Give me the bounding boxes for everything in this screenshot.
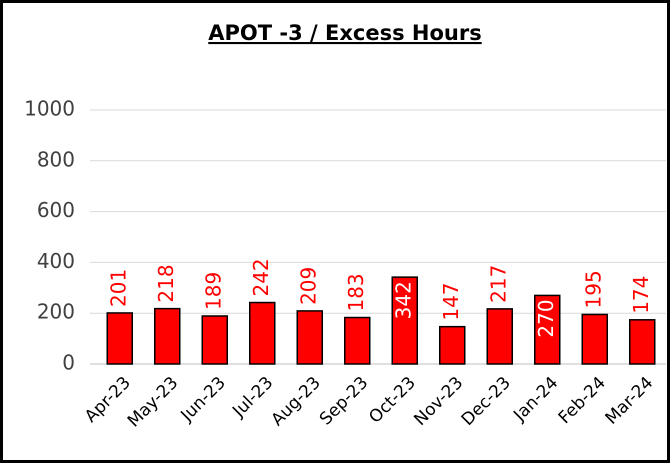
data-label: 183 [344,273,368,311]
bar [581,313,608,365]
data-label: 147 [439,282,463,320]
y-tick-label: 200 [37,300,75,324]
data-label: 174 [629,276,653,314]
bar [296,310,323,365]
bar [249,301,276,365]
y-tick-label: 600 [37,198,75,222]
y-tick-label: 0 [62,351,75,375]
data-label: 270 [534,299,558,337]
bar [629,319,656,365]
data-label: 218 [154,264,178,302]
data-label: 342 [391,281,415,319]
data-label: 209 [296,267,320,305]
data-label: 201 [106,269,130,307]
bar [154,307,181,365]
bar [344,316,371,365]
y-tick-label: 400 [37,249,75,273]
bar [391,276,418,365]
data-label: 195 [581,270,605,308]
bar [486,308,513,365]
chart-title: APOT -3 / Excess Hours [208,21,481,45]
y-tick-label: 1000 [24,97,75,121]
bar [201,315,228,365]
bar [439,325,466,365]
bar [534,294,561,365]
data-label: 189 [201,272,225,310]
data-label: 217 [486,265,510,303]
y-tick-label: 800 [37,147,75,171]
bar [106,312,133,365]
data-label: 242 [249,258,273,296]
